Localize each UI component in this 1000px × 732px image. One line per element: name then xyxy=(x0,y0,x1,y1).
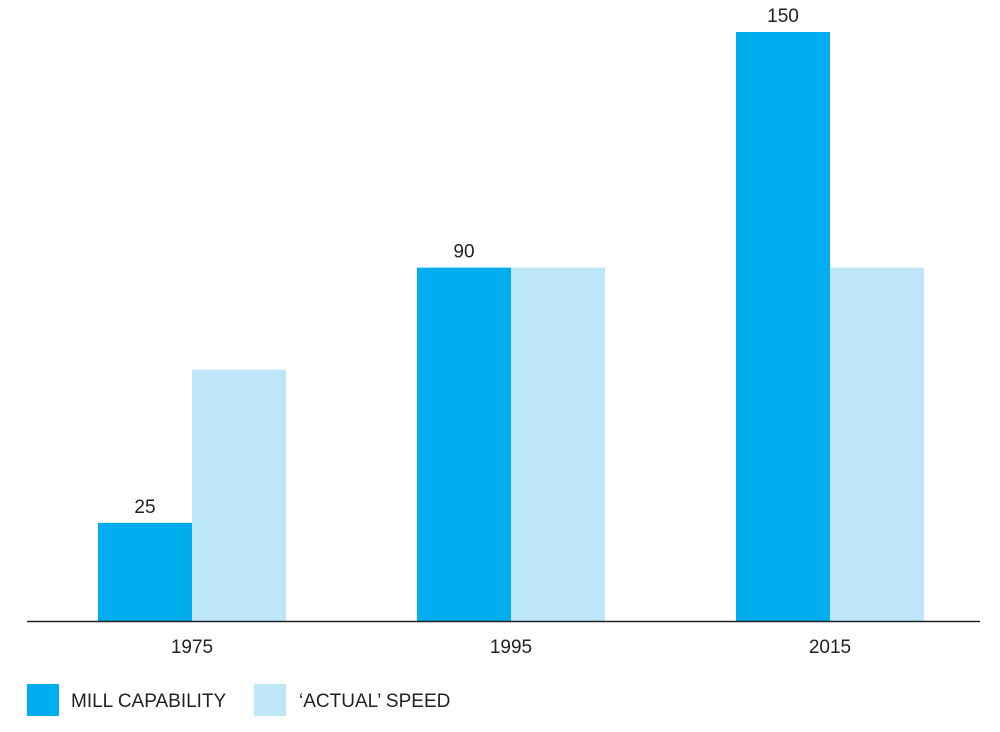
legend-swatch-actual-speed xyxy=(254,684,286,716)
data-label-2015: 150 xyxy=(767,6,799,27)
x-tick-label-1995: 1995 xyxy=(490,637,532,658)
bar-actual-speed-1995 xyxy=(511,267,605,621)
data-label-1995: 90 xyxy=(453,242,474,263)
bar-mill-capability-1975 xyxy=(98,522,192,621)
bar-mill-capability-1995 xyxy=(417,267,511,621)
x-tick-label-1975: 1975 xyxy=(171,637,213,658)
x-tick-label-2015: 2015 xyxy=(809,637,851,658)
legend: MILL CAPABILITY ‘ACTUAL’ SPEED xyxy=(27,684,450,716)
bar-actual-speed-2015 xyxy=(830,267,924,621)
bar-mill-capability-2015 xyxy=(736,32,830,621)
legend-swatch-mill-capability xyxy=(27,684,59,716)
data-label-1975: 25 xyxy=(134,497,155,518)
bar-actual-speed-1975 xyxy=(192,369,286,621)
legend-label-mill-capability: MILL CAPABILITY xyxy=(71,691,227,712)
legend-label-actual-speed: ‘ACTUAL’ SPEED xyxy=(299,691,450,712)
